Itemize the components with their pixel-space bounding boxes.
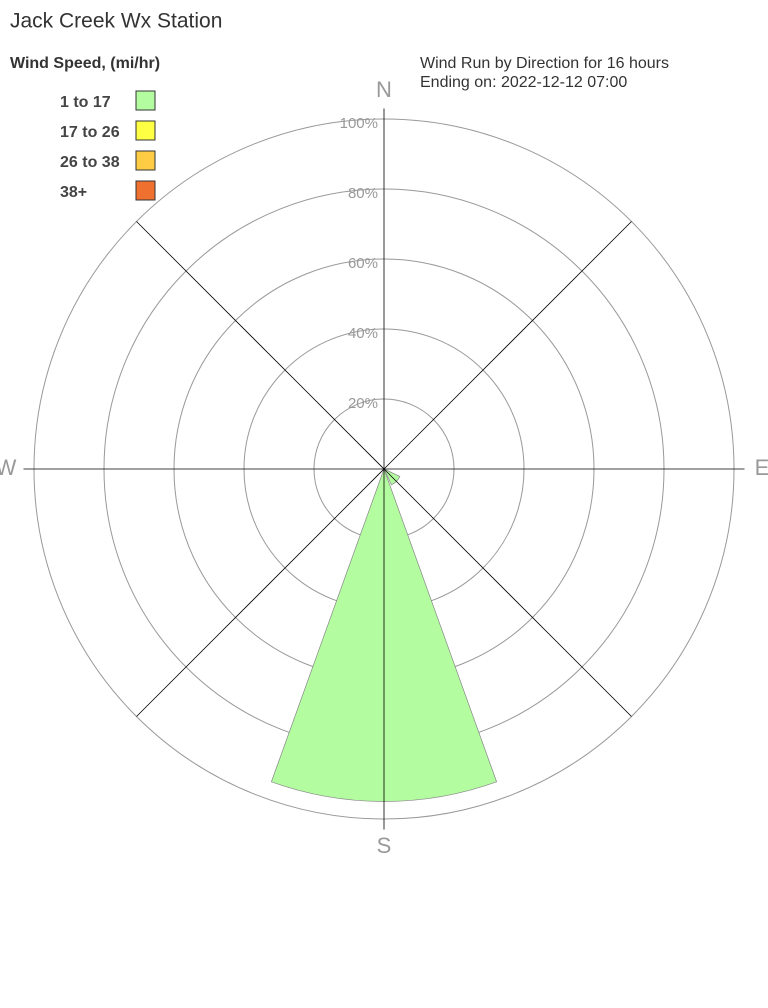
direction-label: S xyxy=(377,833,392,858)
r-tick-label: 80% xyxy=(348,185,378,202)
legend-swatch xyxy=(135,150,156,171)
r-tick-label: 40% xyxy=(348,325,378,342)
spoke xyxy=(383,221,632,470)
legend-swatch xyxy=(135,90,156,111)
direction-label: W xyxy=(0,455,17,480)
spoke xyxy=(136,468,385,717)
legend-label: 1 to 17 xyxy=(60,94,111,111)
spoke xyxy=(383,468,632,717)
r-tick-label: 100% xyxy=(340,115,378,132)
legend-title: Wind Speed, (mi/hr) xyxy=(10,55,160,72)
direction-label: E xyxy=(755,455,768,480)
legend-swatch xyxy=(135,120,156,141)
subtitle: Ending on: 2022-12-12 07:00 xyxy=(420,74,627,91)
legend-label: 38+ xyxy=(60,184,87,201)
r-tick-label: 60% xyxy=(348,255,378,272)
legend-label: 26 to 38 xyxy=(60,154,120,171)
chart-title: Jack Creek Wx Station xyxy=(10,10,222,33)
r-tick-label: 20% xyxy=(348,395,378,412)
spoke xyxy=(136,221,385,470)
subtitle: Wind Run by Direction for 16 hours xyxy=(420,55,669,72)
legend-swatch xyxy=(135,180,156,201)
legend-label: 17 to 26 xyxy=(60,124,120,141)
direction-label: N xyxy=(376,77,392,102)
